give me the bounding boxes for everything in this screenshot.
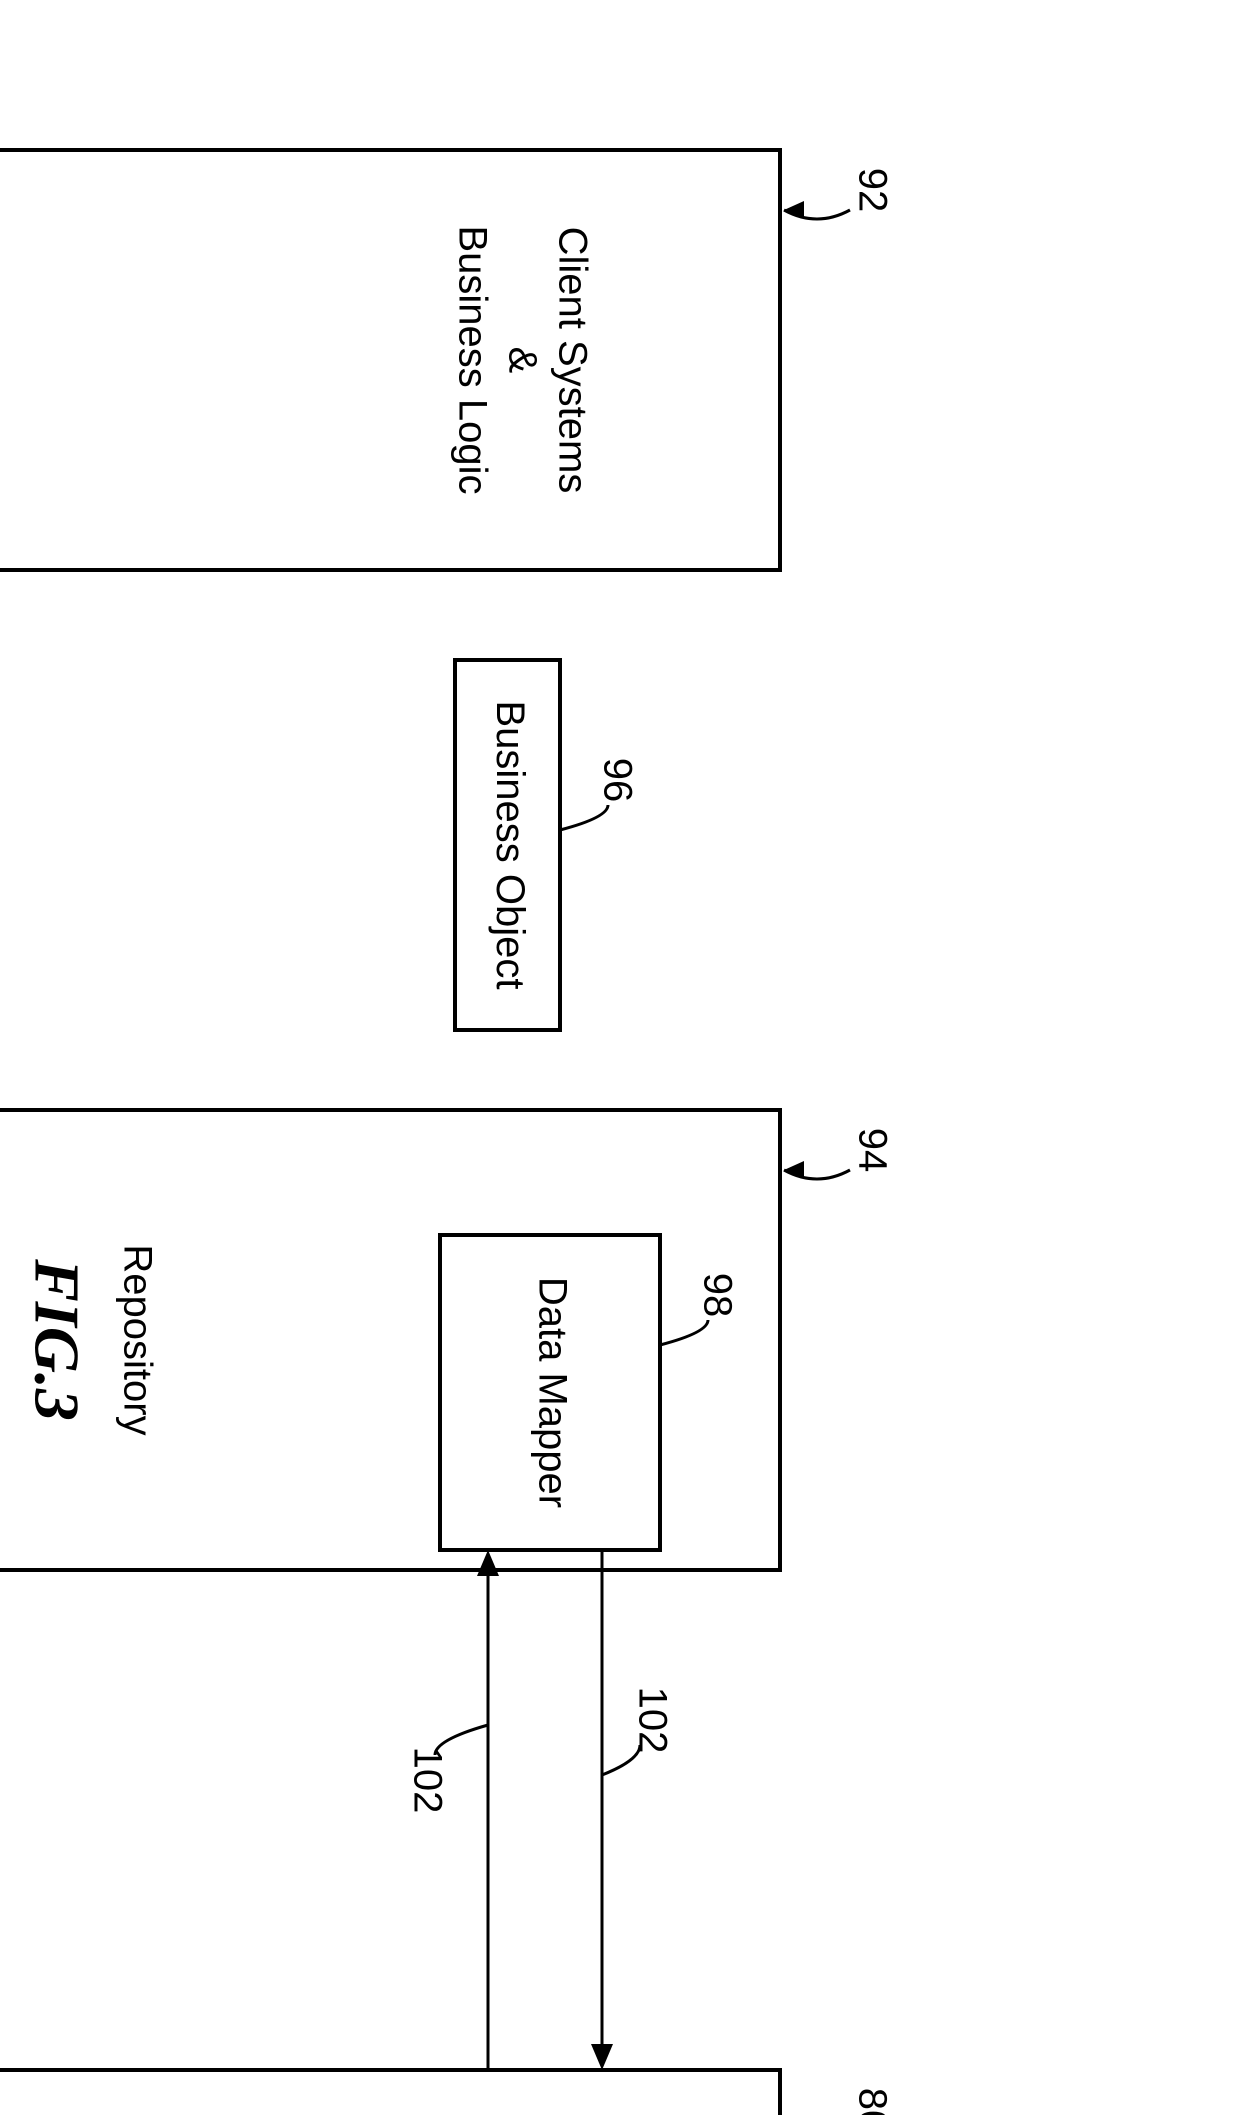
ref-92: 92 — [850, 168, 894, 213]
core-banking-box — [0, 2070, 780, 2115]
repository-label: Repository — [115, 1244, 159, 1435]
data-mapper-label: Data Mapper — [530, 1277, 574, 1508]
figure-caption: FIG.3 — [21, 1258, 92, 1421]
arrowhead — [591, 2044, 613, 2070]
arrowhead — [477, 1550, 499, 1576]
ref-96: 96 — [595, 758, 639, 803]
client-systems-label: Client Systems — [550, 227, 594, 494]
leader-line — [560, 805, 608, 830]
client-systems-label: & — [500, 347, 544, 374]
ref-98: 98 — [695, 1273, 739, 1318]
ref-80: 80 — [850, 2088, 894, 2115]
business-object-label: Business Object — [488, 700, 532, 989]
client-systems-box — [0, 150, 780, 570]
client-systems-label: Business Logic — [450, 225, 494, 494]
ref-102: 102 — [405, 1747, 449, 1814]
ref-102: 102 — [630, 1687, 674, 1754]
leader-line — [660, 1320, 708, 1345]
arrowhead — [784, 1161, 804, 1179]
ref-94: 94 — [850, 1128, 894, 1173]
arrowhead — [784, 201, 804, 219]
